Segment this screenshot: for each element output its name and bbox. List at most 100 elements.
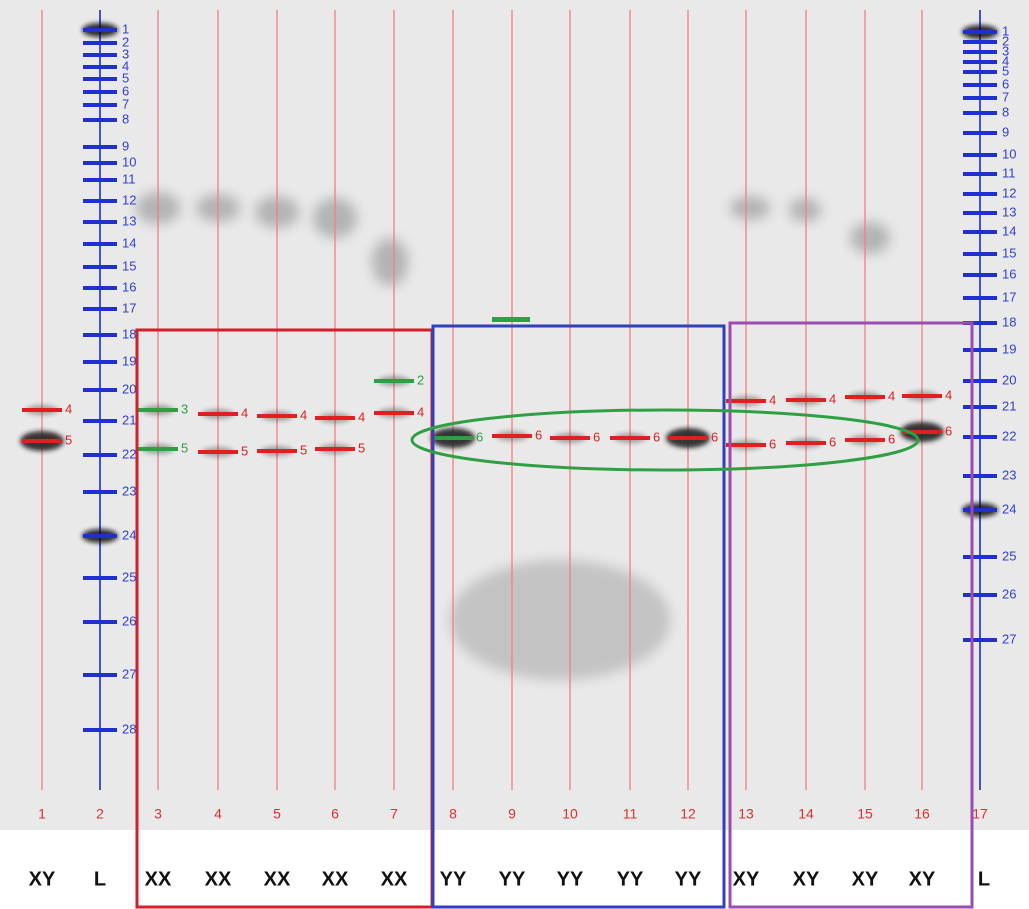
band-mark: [138, 447, 178, 451]
ladder-mark: [83, 265, 117, 269]
ladder-mark: [963, 273, 997, 277]
ladder-mark: [963, 131, 997, 135]
lane-number: 13: [738, 806, 754, 822]
ladder-label: 24: [1002, 501, 1016, 516]
ladder-label: 11: [1002, 165, 1016, 180]
band-label: 5: [65, 432, 72, 447]
ladder-mark: [83, 453, 117, 457]
ladder-label: 13: [1002, 204, 1016, 219]
genotype-label: XX: [264, 868, 291, 890]
ladder-label: 19: [122, 353, 136, 368]
band-mark: [315, 447, 355, 451]
band-label: 6: [829, 434, 836, 449]
ladder-mark: [83, 286, 117, 290]
ladder-label: 23: [122, 483, 136, 498]
band-label: 5: [300, 442, 307, 457]
ladder-mark: [83, 65, 117, 69]
ladder-mark: [963, 192, 997, 196]
ladder-label: 28: [122, 721, 136, 736]
ladder-mark: [963, 593, 997, 597]
ladder-label: 5: [122, 70, 129, 85]
ladder-mark: [83, 178, 117, 182]
green-band: [492, 317, 530, 322]
band-mark: [138, 408, 178, 412]
ladder-label: 27: [122, 666, 136, 681]
ladder-mark: [83, 41, 117, 45]
lane-number: 15: [857, 806, 873, 822]
band-label: 6: [888, 431, 895, 446]
lane-number: 6: [331, 806, 339, 822]
ladder-label: 9: [1002, 124, 1009, 139]
ladder-label: 11: [122, 171, 136, 186]
ladder-label: 8: [1002, 104, 1009, 119]
genotype-label: YY: [557, 868, 584, 890]
ladder-label: 3: [1002, 43, 1009, 58]
lane-number: 11: [623, 806, 638, 822]
ladder-label: 20: [122, 381, 136, 396]
genotype-label: XY: [852, 868, 879, 890]
band-mark: [257, 414, 297, 418]
band-mark: [668, 436, 708, 440]
band-label: 4: [300, 407, 307, 422]
lane-number: 8: [449, 806, 457, 822]
band-label: 4: [769, 392, 776, 407]
band-mark: [315, 416, 355, 420]
ladder-mark: [83, 673, 117, 677]
band-label: 6: [945, 423, 952, 438]
ladder-label: 1: [1002, 23, 1009, 38]
ladder-label: 10: [1002, 146, 1016, 161]
ladder-label: 12: [122, 192, 136, 207]
genotype-label: YY: [499, 868, 526, 890]
band-label: 4: [417, 404, 424, 419]
ladder-mark: [963, 296, 997, 300]
ladder-mark: [963, 30, 997, 34]
band-mark: [902, 430, 942, 434]
band-label: 6: [769, 436, 776, 451]
ladder-label: 26: [1002, 586, 1016, 601]
yy-box: [431, 324, 726, 909]
ladder-label: 8: [122, 111, 129, 126]
ladder-label: 25: [1002, 548, 1016, 563]
ladder-mark: [83, 576, 117, 580]
ladder-mark: [963, 60, 997, 64]
ladder-mark: [83, 53, 117, 57]
ladder-label: 14: [1002, 223, 1016, 238]
band-label: 4: [241, 405, 248, 420]
ladder-mark: [963, 405, 997, 409]
band-mark: [492, 434, 532, 438]
ladder-mark: [83, 388, 117, 392]
ladder-mark: [83, 490, 117, 494]
genotype-label: YY: [617, 868, 644, 890]
ladder-mark: [963, 321, 997, 325]
band-mark: [726, 443, 766, 447]
ladder-label: 22: [1002, 428, 1016, 443]
lane-number: 17: [972, 806, 988, 822]
ladder-label: 25: [122, 569, 136, 584]
ladder-label: 2: [122, 34, 129, 49]
ladder-mark: [963, 348, 997, 352]
ladder-label: 15: [1002, 245, 1016, 260]
ladder-label: 21: [1002, 398, 1016, 413]
lane-number: 2: [96, 806, 104, 822]
lane-number: 3: [154, 806, 162, 822]
ladder-label: 17: [122, 300, 136, 315]
genotype-label: XY: [733, 868, 760, 890]
band-label: 4: [888, 388, 895, 403]
genotype-label: YY: [675, 868, 702, 890]
ladder-label: 9: [122, 138, 129, 153]
ladder-label: 10: [122, 154, 136, 169]
ladder-label: 16: [122, 279, 136, 294]
band-mark: [902, 394, 942, 398]
ladder-label: 4: [122, 58, 129, 73]
ladder-mark: [963, 111, 997, 115]
band-mark: [374, 411, 414, 415]
ladder-mark: [83, 103, 117, 107]
band-label: 4: [65, 401, 72, 416]
ladder-mark: [83, 307, 117, 311]
ladder-label: 13: [122, 213, 136, 228]
lane-number: 10: [562, 806, 578, 822]
band-mark: [22, 408, 62, 412]
gel-smears: [136, 192, 890, 680]
ladder-mark: [963, 153, 997, 157]
